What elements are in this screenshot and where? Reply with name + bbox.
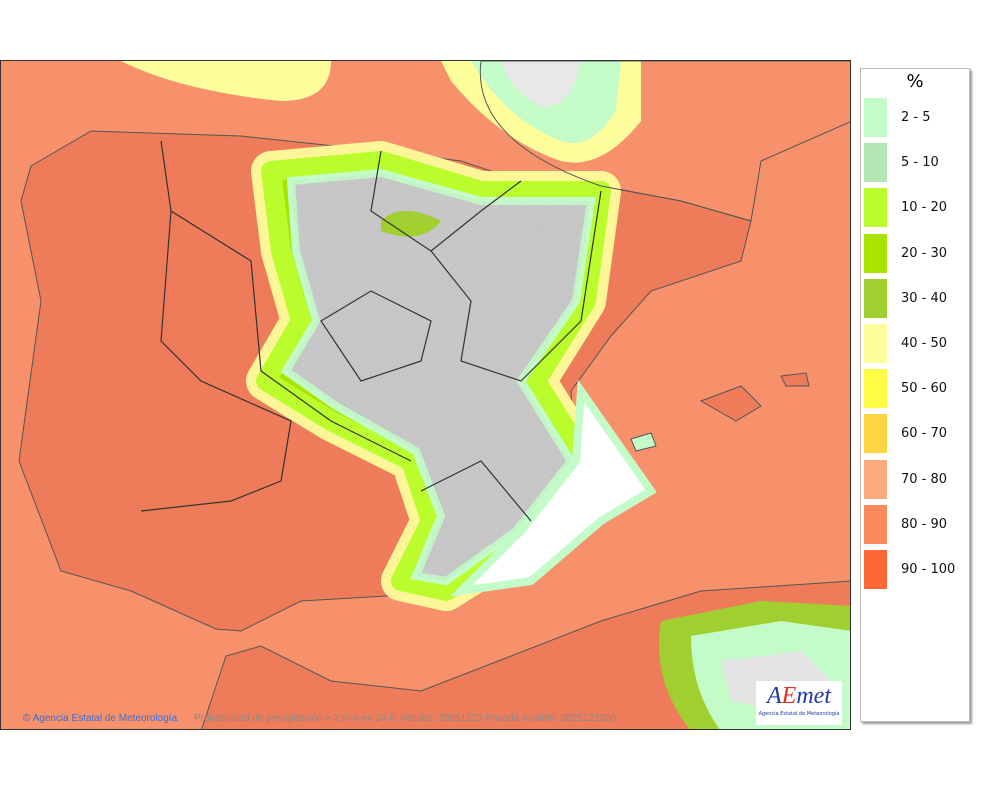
legend-label: 90 - 100: [901, 561, 956, 577]
legend-item: 30 - 40: [861, 276, 969, 321]
legend-title: %: [906, 71, 924, 92]
legend: % 2 - 5 5 - 10 10 - 20 20 - 30 30 - 40 40 - 5…: [860, 68, 970, 722]
legend-item: 10 - 20: [861, 185, 969, 230]
legend-label: 2 - 5: [901, 110, 931, 126]
legend-item: 20 - 30: [861, 231, 969, 276]
legend-swatch: [864, 324, 887, 364]
legend-swatch: [864, 98, 887, 138]
mallorca: [699, 385, 762, 422]
legend-item: 2 - 5: [861, 95, 969, 140]
legend-swatch: [864, 459, 887, 499]
legend-label: 40 - 50: [901, 336, 948, 352]
legend-swatch: [864, 188, 887, 228]
legend-swatch: [864, 549, 887, 589]
legend-swatch: [864, 278, 887, 318]
legend-item: 5 - 10: [861, 140, 969, 185]
legend-item: 40 - 50: [861, 321, 969, 366]
low-probability-interior: [246, 141, 657, 611]
region-borders: [140, 140, 602, 522]
legend-label: 60 - 70: [901, 426, 948, 442]
map-caption: Probabilidad de precipitación > 2 mm en …: [194, 713, 617, 724]
legend-item: 80 - 90: [861, 502, 969, 547]
legend-swatch: [864, 414, 887, 454]
legend-item: 50 - 60: [861, 366, 969, 411]
legend-label: 70 - 80: [901, 471, 948, 487]
legend-swatch: [864, 233, 887, 273]
aemet-logo: AEmet Agencia Estatal de Meteorología: [756, 681, 842, 725]
legend-label: 20 - 30: [901, 245, 948, 261]
legend-swatch: [864, 369, 887, 409]
legend-label: 80 - 90: [901, 516, 948, 532]
legend-swatch: [864, 143, 887, 183]
legend-label: 5 - 10: [901, 155, 939, 171]
legend-label: 50 - 60: [901, 381, 948, 397]
legend-item: 90 - 100: [861, 547, 969, 592]
map-canvas: [1, 61, 850, 729]
precipitation-probability-map: © Agencia Estatal de Meteorología Probab…: [0, 60, 851, 730]
legend-item: 70 - 80: [861, 457, 969, 502]
legend-label: 30 - 40: [901, 290, 948, 306]
legend-swatch: [864, 504, 887, 544]
copyright-credit[interactable]: © Agencia Estatal de Meteorología: [23, 713, 178, 724]
legend-item: 60 - 70: [861, 411, 969, 456]
legend-label: 10 - 20: [901, 200, 948, 216]
